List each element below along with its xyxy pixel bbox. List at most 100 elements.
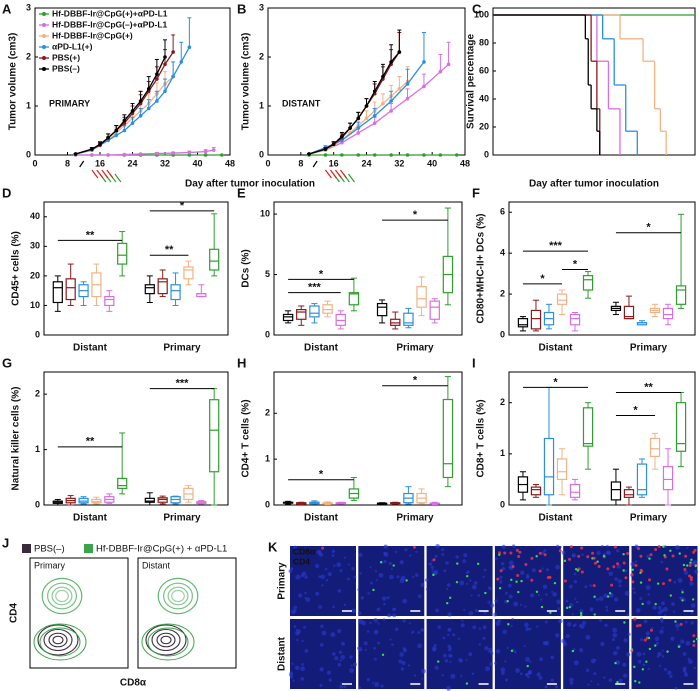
- nucleus: [446, 583, 451, 587]
- contour-level: [52, 635, 64, 645]
- point: [163, 55, 167, 59]
- cd8-signal: [580, 613, 583, 617]
- nucleus: [296, 629, 301, 634]
- nucleus: [351, 567, 355, 571]
- box: [517, 318, 529, 328]
- box: [556, 293, 568, 305]
- panel-letter: H: [237, 355, 246, 370]
- nucleus: [445, 561, 449, 565]
- box: [662, 466, 674, 491]
- point: [106, 136, 110, 140]
- nucleus: [304, 648, 309, 653]
- nucleus: [504, 678, 509, 682]
- nucleus: [431, 569, 434, 572]
- point: [203, 149, 208, 154]
- box: [582, 275, 594, 291]
- nucleus: [293, 625, 297, 628]
- significance-label: *: [180, 200, 185, 212]
- y-tick-label: 60: [479, 65, 489, 75]
- micrograph: [563, 619, 630, 689]
- point: [130, 121, 135, 125]
- point: [356, 126, 361, 130]
- cd8-signal: [608, 591, 612, 595]
- nucleus: [337, 629, 342, 634]
- nucleus: [499, 581, 503, 584]
- legend-marker: [42, 23, 46, 27]
- cd8-signal: [515, 580, 518, 583]
- nucleus: [487, 600, 491, 604]
- box: [623, 489, 635, 498]
- nucleus: [671, 602, 675, 607]
- nucleus: [337, 588, 342, 593]
- nucleus: [542, 584, 548, 589]
- cd4-signal: [597, 564, 601, 568]
- nucleus: [663, 545, 667, 549]
- nucleus: [545, 568, 550, 572]
- category-label: Distant: [73, 343, 108, 354]
- box: [183, 266, 194, 280]
- cd8-signal: [517, 590, 520, 594]
- nucleus: [545, 593, 548, 596]
- nucleus: [346, 577, 350, 581]
- cd4-signal: [671, 554, 675, 558]
- box: [144, 284, 155, 295]
- x-tick-label: 32: [394, 158, 404, 168]
- nucleus: [693, 666, 697, 670]
- y-tick-label: 6: [500, 207, 505, 217]
- point: [381, 101, 385, 106]
- nucleus: [340, 654, 346, 660]
- point: [211, 148, 216, 152]
- nucleus: [372, 681, 375, 684]
- box: [403, 312, 414, 326]
- nucleus: [551, 590, 554, 593]
- cd4-signal: [543, 553, 547, 557]
- nucleus: [373, 618, 378, 623]
- significance-label: *: [646, 222, 651, 234]
- y-tick-label: 10: [260, 208, 270, 218]
- nucleus: [606, 550, 612, 555]
- nucleus: [369, 566, 372, 569]
- nucleus: [552, 592, 557, 597]
- nucleus: [664, 614, 667, 617]
- y-tick-label: 2: [26, 51, 31, 61]
- cd8-signal: [656, 582, 660, 585]
- nucleus: [682, 652, 687, 656]
- panel-letter: D: [2, 185, 11, 200]
- cd4-signal: [654, 548, 658, 552]
- nucleus: [383, 602, 386, 606]
- cd4-signal: [524, 563, 528, 567]
- contour-level: [151, 628, 181, 652]
- nucleus: [684, 620, 688, 624]
- point: [171, 74, 175, 79]
- nucleus: [300, 666, 306, 672]
- nucleus: [504, 660, 507, 663]
- nucleus: [505, 591, 508, 595]
- nucleus: [603, 593, 608, 598]
- point: [138, 152, 143, 156]
- nucleus: [314, 563, 320, 569]
- cd4-signal: [538, 551, 542, 555]
- nucleus: [657, 651, 662, 657]
- y-tick-label: 4: [500, 248, 505, 258]
- nucleus: [399, 560, 404, 565]
- nucleus: [513, 650, 517, 654]
- box: [569, 313, 581, 326]
- nucleus: [380, 684, 384, 688]
- nucleus: [493, 612, 498, 617]
- nucleus: [527, 675, 530, 679]
- x-tick-label: 40: [427, 158, 437, 168]
- box: [556, 458, 568, 481]
- cd4-signal: [503, 551, 507, 555]
- y-tick-label: 5: [265, 269, 270, 279]
- nucleus: [330, 632, 336, 638]
- nucleus: [529, 660, 532, 663]
- nucleus: [691, 561, 696, 566]
- point: [356, 131, 361, 135]
- point: [122, 118, 127, 123]
- cd8-signal: [669, 549, 672, 552]
- nucleus: [519, 672, 523, 676]
- y-tick-label: 0: [500, 499, 505, 509]
- nucleus: [501, 671, 505, 676]
- category-label: Primary: [630, 513, 668, 524]
- point: [405, 153, 410, 157]
